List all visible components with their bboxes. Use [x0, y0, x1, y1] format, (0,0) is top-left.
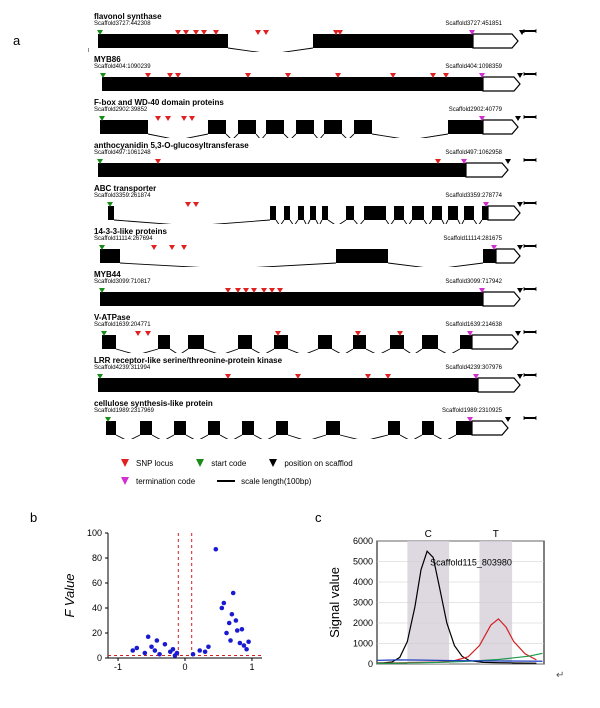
legend-row: termination code scale length(100bp): [120, 476, 520, 486]
panel-b-label: b: [30, 510, 37, 525]
gene-track: F-box and WD-40 domain proteinsScaffold2…: [88, 98, 538, 138]
track-title: V-ATPase: [94, 313, 130, 322]
panel-b-scatter: 0 20 40 60 80 100 -1 0 1 F Value: [60, 525, 270, 680]
track-body: [88, 198, 538, 224]
track-body: [88, 284, 538, 310]
panel-c-label: c: [315, 510, 322, 525]
track-title: ABC transporter: [94, 184, 156, 193]
svg-text:6000: 6000: [353, 536, 373, 546]
gene-tracks: flavonol synthaseScaffold3727:442308Scaf…: [88, 12, 538, 442]
track-title: anthocyanidin 5,3-O-glucosyltransferase: [94, 141, 249, 150]
svg-text:Signal value: Signal value: [327, 567, 342, 638]
track-body: [88, 26, 538, 52]
track-title: 14-3-3-like proteins: [94, 227, 167, 236]
svg-text:0: 0: [368, 659, 373, 669]
legend-item: scale length(100bp): [217, 477, 311, 486]
svg-text:0: 0: [182, 662, 187, 672]
gene-track: V-ATPaseScaffold1639:204771Scaffold1639:…: [88, 313, 538, 353]
track-title: F-box and WD-40 domain proteins: [94, 98, 224, 107]
svg-text:80: 80: [92, 553, 102, 563]
svg-text:40: 40: [92, 603, 102, 613]
track-body: [88, 112, 538, 138]
gene-track: cellulose synthesis-like proteinScaffold…: [88, 399, 538, 439]
gene-track: 14-3-3-like proteinsScaffold11114:267694…: [88, 227, 538, 267]
track-body: [88, 370, 538, 396]
legend-label: SNP locus: [136, 459, 173, 468]
track-body: [88, 241, 538, 267]
gene-track: MYB86Scaffold404:1090239Scaffold404:1098…: [88, 55, 538, 95]
track-body: [88, 69, 538, 95]
legend-item: position on scafflod: [268, 458, 352, 468]
svg-text:T: T: [493, 529, 499, 540]
gene-track: flavonol synthaseScaffold3727:442308Scaf…: [88, 12, 538, 52]
svg-text:1000: 1000: [353, 639, 373, 649]
track-body: [88, 155, 538, 181]
legend-item: termination code: [120, 476, 195, 486]
panel-a-label: a: [13, 33, 20, 48]
track-title: cellulose synthesis-like protein: [94, 399, 213, 408]
track-title: flavonol synthase: [94, 12, 162, 21]
svg-text:5000: 5000: [353, 557, 373, 567]
legend-label: position on scafflod: [284, 459, 352, 468]
svg-text:Scaffold115_803980: Scaffold115_803980: [430, 558, 512, 568]
cjk-mark: ↵: [556, 670, 564, 681]
svg-text:0: 0: [97, 653, 102, 663]
svg-text:4000: 4000: [353, 577, 373, 587]
gene-track: LRR receptor-like serine/threonine-prote…: [88, 356, 538, 396]
svg-text:C: C: [425, 529, 432, 540]
gene-track: MYB44Scaffold3099:710817Scaffold3099:717…: [88, 270, 538, 310]
track-title: MYB86: [94, 55, 121, 64]
figure-page: { "panels": { "a": "a", "b": "b", "c": "…: [0, 0, 600, 708]
track-body: [88, 413, 538, 439]
svg-text:2000: 2000: [353, 618, 373, 628]
svg-text:1: 1: [249, 662, 254, 672]
svg-text:F Value: F Value: [62, 573, 77, 617]
legend-row: SNP locus start code position on scafflod: [120, 458, 520, 468]
svg-text:-1: -1: [114, 662, 122, 672]
track-title: LRR receptor-like serine/threonine-prote…: [94, 356, 282, 365]
legend: SNP locus start code position on scafflod t…: [120, 458, 520, 494]
svg-text:3000: 3000: [353, 598, 373, 608]
legend-label: scale length(100bp): [241, 477, 311, 486]
gene-track: anthocyanidin 5,3-O-glucosyltransferaseS…: [88, 141, 538, 181]
svg-text:100: 100: [87, 528, 102, 538]
track-title: MYB44: [94, 270, 121, 279]
gene-track: ABC transporterScaffold3359:261874Scaffo…: [88, 184, 538, 224]
legend-label: termination code: [136, 477, 195, 486]
svg-text:20: 20: [92, 628, 102, 638]
track-body: [88, 327, 538, 353]
svg-text:60: 60: [92, 578, 102, 588]
legend-label: start code: [211, 459, 246, 468]
panel-c-signal: C T 0 1000 2000 3000 4000 5000 6000 Scaffold115_8…: [325, 525, 550, 680]
legend-item: SNP locus: [120, 458, 173, 468]
legend-item: start code: [195, 458, 246, 468]
